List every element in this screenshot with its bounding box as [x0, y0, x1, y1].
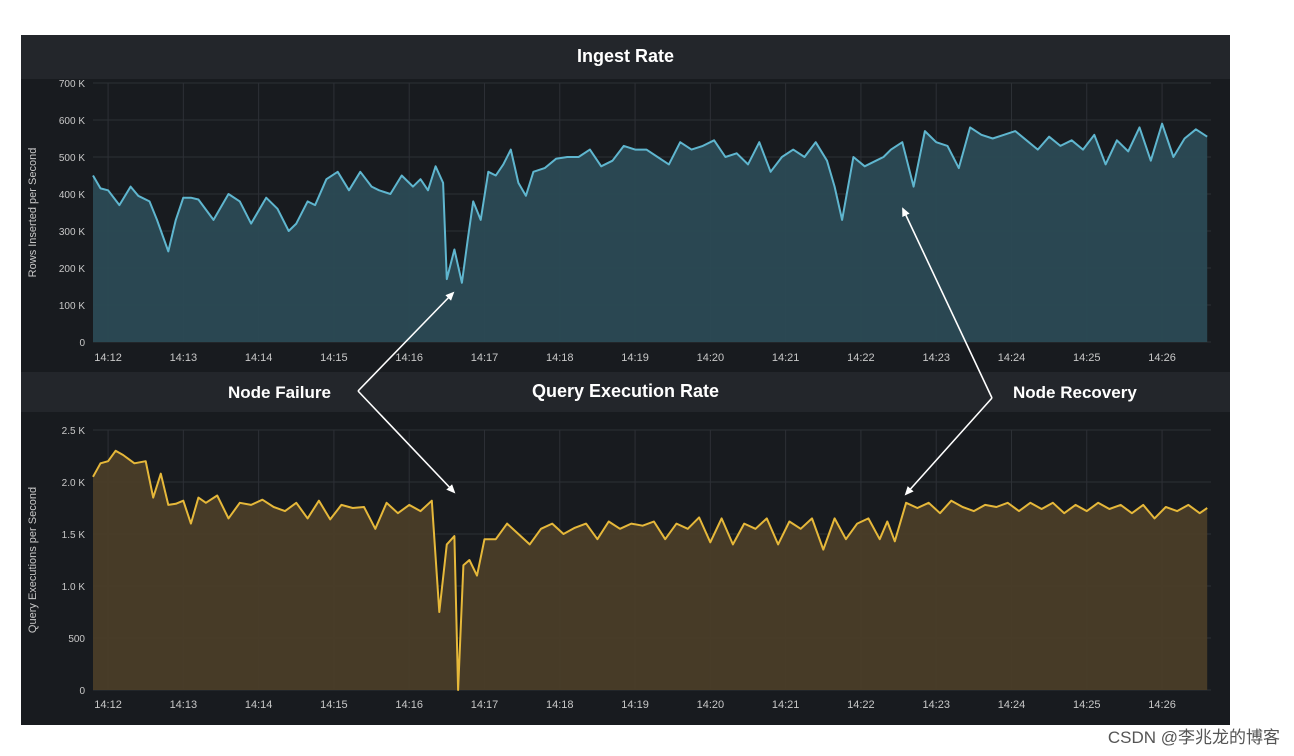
annotation-arrows [357, 207, 993, 496]
node-failure-arrow-up [357, 291, 455, 392]
ingest-y-tick-label: 0 [79, 338, 85, 349]
ingest-y-tick-label: 200 K [59, 264, 85, 275]
query-x-tick-label: 14:21 [772, 699, 800, 711]
query-y-tick-label: 500 [68, 634, 85, 645]
query-series-line [92, 449, 1208, 691]
node-recovery-arrow-down [904, 397, 993, 496]
ingest-x-tick-label: 14:13 [170, 352, 198, 364]
ingest-x-tick-label: 14:15 [320, 352, 348, 364]
ingest-series-line [92, 122, 1208, 284]
query-x-tick-label: 14:23 [922, 699, 950, 711]
ingest-area-fill [93, 123, 1208, 342]
query-x-tick-label: 14:25 [1073, 699, 1101, 711]
node-failure-arrow-down [357, 390, 456, 494]
query-x-tick-label: 14:26 [1148, 699, 1176, 711]
query-execution-chart: 0 500 1.0 K 1.5 K 2.0 K 2.5 K 14:12 14:13 14:14 1… [27, 426, 1211, 711]
ingest-y-tick-label: 500 K [59, 153, 85, 164]
node-recovery-arrow-up [902, 207, 993, 399]
query-x-tick-label: 14:12 [94, 699, 122, 711]
query-y-tick-label: 2.0 K [62, 478, 86, 489]
query-x-tick-label: 14:20 [697, 699, 725, 711]
query-x-tick-label: 14:18 [546, 699, 574, 711]
ingest-y-tick-label: 600 K [59, 116, 85, 127]
query-execution-panel-header: Query Execution Rate [21, 372, 1230, 412]
ingest-rate-panel-header: Ingest Rate [21, 35, 1230, 79]
ingest-x-tick-label: 14:23 [922, 352, 950, 364]
query-area-fill [93, 450, 1208, 690]
node-recovery-annotation: Node Recovery [1013, 383, 1137, 402]
watermark: CSDN @李兆龙的博客 [1107, 728, 1280, 747]
ingest-x-tick-label: 14:19 [621, 352, 649, 364]
ingest-rate-chart: 0 100 K 200 K 300 K 400 K 500 K 600 K 700 K 14:1… [27, 79, 1211, 364]
query-y-axis-label: Query Executions per Second [27, 487, 39, 633]
ingest-y-tick-label: 300 K [59, 227, 85, 238]
ingest-x-tick-label: 14:26 [1148, 352, 1176, 364]
ingest-x-tick-label: 14:24 [998, 352, 1026, 364]
ingest-x-tick-label: 14:18 [546, 352, 574, 364]
ingest-rate-title: Ingest Rate [576, 46, 675, 66]
ingest-x-tick-label: 14:22 [847, 352, 875, 364]
query-y-tick-label: 1.0 K [62, 582, 86, 593]
ingest-x-tick-label: 14:20 [697, 352, 725, 364]
query-x-tick-label: 14:15 [320, 699, 348, 711]
query-y-tick-label: 1.5 K [62, 530, 86, 541]
query-x-tick-label: 14:24 [998, 699, 1026, 711]
query-x-tick-label: 14:22 [847, 699, 875, 711]
query-execution-title: Query Execution Rate [531, 381, 720, 401]
query-x-tick-label: 14:13 [170, 699, 198, 711]
ingest-x-tick-label: 14:21 [772, 352, 800, 364]
ingest-y-tick-label: 100 K [59, 301, 85, 312]
ingest-y-tick-label: 700 K [59, 79, 85, 90]
query-x-tick-label: 14:19 [621, 699, 649, 711]
query-y-tick-label: 2.5 K [62, 426, 86, 437]
ingest-y-axis-label: Rows Inserted per Second [27, 148, 39, 278]
ingest-x-tick-label: 14:17 [471, 352, 499, 364]
query-x-tick-label: 14:17 [471, 699, 499, 711]
ingest-y-tick-label: 400 K [59, 190, 85, 201]
query-y-tick-label: 0 [79, 686, 85, 697]
ingest-x-tick-label: 14:25 [1073, 352, 1101, 364]
node-failure-annotation: Node Failure [228, 383, 331, 402]
query-x-tick-label: 14:14 [245, 699, 273, 711]
query-x-tick-label: 14:16 [395, 699, 423, 711]
ingest-x-tick-label: 14:16 [395, 352, 423, 364]
ingest-x-tick-label: 14:14 [245, 352, 273, 364]
ingest-x-tick-label: 14:12 [94, 352, 122, 364]
